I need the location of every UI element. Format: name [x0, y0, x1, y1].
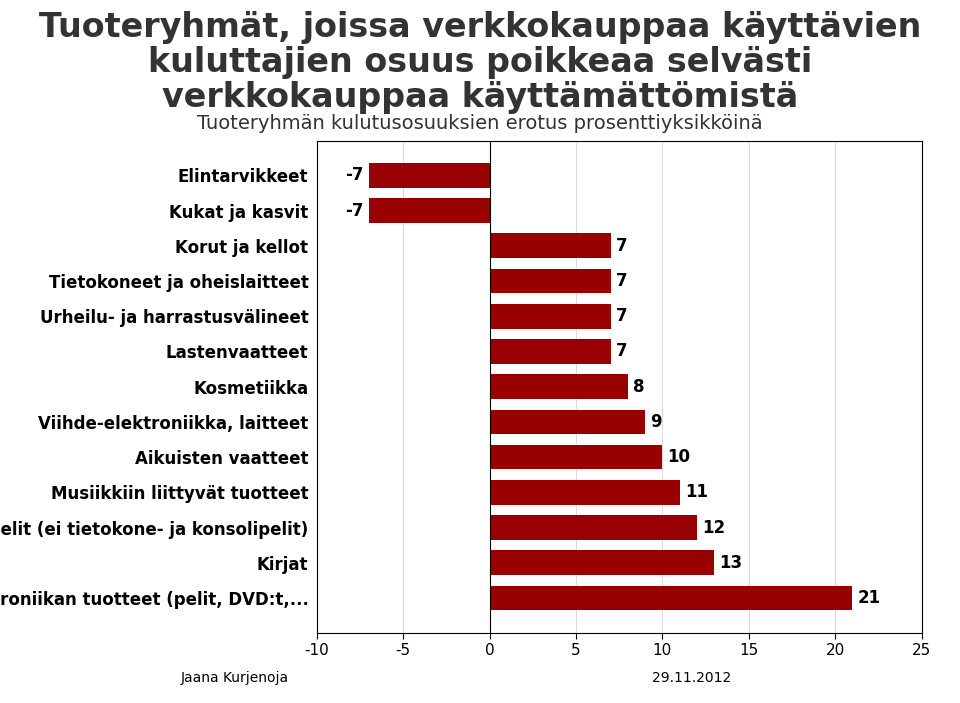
Bar [490, 480, 680, 505]
Text: verkkokauppaa käyttämättömistä: verkkokauppaa käyttämättömistä [162, 81, 798, 114]
Text: 9: 9 [650, 413, 662, 431]
Bar [490, 269, 611, 293]
Text: 10: 10 [667, 448, 690, 466]
Text: 7: 7 [615, 272, 628, 290]
Bar [490, 339, 611, 363]
Bar [490, 550, 714, 575]
Text: 12: 12 [702, 519, 725, 536]
Text: 29.11.2012: 29.11.2012 [652, 671, 731, 685]
Bar [490, 410, 645, 434]
Text: 11: 11 [684, 484, 708, 501]
Bar [490, 445, 662, 470]
Text: 7: 7 [615, 307, 628, 325]
Text: kuluttajien osuus poikkeaa selvästi: kuluttajien osuus poikkeaa selvästi [148, 46, 812, 79]
Bar [490, 586, 852, 610]
Bar [490, 233, 611, 258]
Text: 13: 13 [719, 554, 742, 572]
Bar [490, 515, 697, 540]
Text: Tuoteryhmän kulutusosuuksien erotus prosenttiyksikköinä: Tuoteryhmän kulutusosuuksien erotus pros… [197, 114, 763, 133]
Text: 7: 7 [615, 342, 628, 361]
Text: 21: 21 [857, 589, 880, 607]
Bar [490, 304, 611, 328]
Bar [369, 198, 490, 223]
Text: -7: -7 [345, 202, 364, 219]
Text: Tuoteryhmät, joissa verkkokauppaa käyttävien: Tuoteryhmät, joissa verkkokauppaa käyttä… [38, 11, 922, 44]
Bar [490, 374, 628, 399]
Bar [369, 163, 490, 188]
Text: -7: -7 [345, 167, 364, 184]
Text: 8: 8 [633, 378, 644, 396]
Text: 7: 7 [615, 237, 628, 254]
Text: Jaana Kurjenoja: Jaana Kurjenoja [181, 671, 289, 685]
